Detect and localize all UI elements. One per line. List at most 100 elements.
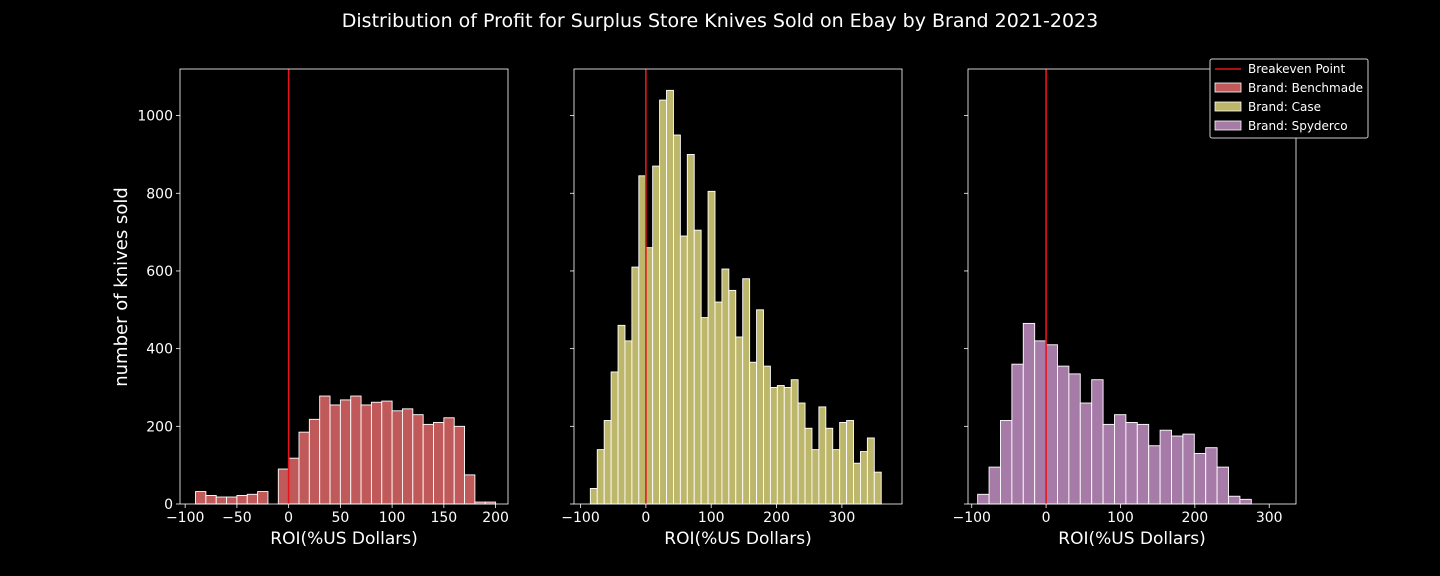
- histogram-bar: [370, 401, 383, 505]
- histogram-bar: [859, 451, 868, 505]
- histogram-bar: [1216, 466, 1229, 505]
- x-tick-label: 200: [763, 510, 790, 526]
- histogram-bar: [631, 266, 640, 505]
- histogram-bar: [666, 89, 674, 505]
- histogram-bar: [433, 421, 445, 505]
- legend-label: Brand: Benchmade: [1248, 81, 1363, 95]
- histogram-bar: [402, 408, 414, 505]
- x-tick-label: 100: [379, 510, 406, 526]
- histogram-bar: [1091, 379, 1104, 505]
- histogram-bar: [596, 449, 605, 505]
- histogram-bar: [735, 336, 744, 505]
- histogram-bar: [308, 418, 321, 505]
- histogram-bar: [714, 301, 723, 505]
- histogram-bar: [790, 379, 799, 505]
- y-axis-label: number of knives sold: [111, 187, 132, 387]
- histogram-bar: [797, 402, 806, 505]
- histogram-bar: [1171, 435, 1184, 505]
- x-tick-label: 200: [1181, 510, 1208, 526]
- histogram-bar: [443, 417, 455, 505]
- histogram-bar: [350, 395, 362, 505]
- histogram-bar: [236, 495, 248, 505]
- histogram-bar: [763, 365, 771, 505]
- x-tick-label: 300: [829, 510, 856, 526]
- histogram-bar: [707, 190, 716, 505]
- x-tick-label: 0: [284, 510, 293, 526]
- histogram-bar: [257, 491, 269, 505]
- y-tick-label: 600: [146, 264, 173, 280]
- histogram-bar: [391, 410, 403, 505]
- histogram-bar: [1182, 433, 1195, 505]
- legend: Breakeven Point Brand: Benchmade Brand: …: [1209, 58, 1369, 139]
- histogram-bar: [1045, 344, 1058, 505]
- axes-frame: [179, 68, 509, 505]
- histogram-bar: [673, 134, 681, 505]
- y-tick-label: 400: [146, 342, 173, 358]
- histogram-bar: [811, 449, 820, 505]
- histogram-bar: [1000, 420, 1013, 505]
- legend-label: Brand: Spyderco: [1248, 119, 1348, 133]
- histogram-bar: [246, 493, 259, 505]
- histogram-bar: [721, 268, 730, 505]
- histogram-bar: [638, 175, 647, 505]
- x-tick-label: −100: [952, 510, 990, 526]
- legend-item-spyderco: Brand: Spyderco: [1214, 119, 1348, 133]
- histogram-bar: [645, 247, 654, 505]
- x-tick-label: −100: [166, 510, 204, 526]
- histogram-bar: [1034, 340, 1047, 505]
- histogram-bar: [659, 99, 667, 505]
- histogram-bar: [617, 324, 626, 505]
- histogram-bar: [277, 468, 290, 505]
- x-tick-label: −100: [561, 510, 599, 526]
- histogram-bar: [329, 404, 341, 505]
- axes-frame: [573, 68, 903, 505]
- panel-benchmade: −100 −50 0 50 100 150 200 0 200 400 600 800 1000 ROI(…: [137, 68, 509, 549]
- histogram-bar: [1205, 447, 1218, 505]
- histogram-bar: [988, 466, 1001, 505]
- y-tick-label: 1000: [137, 109, 173, 125]
- histogram-bar: [205, 495, 217, 505]
- histogram-bar: [381, 400, 393, 505]
- histogram-bar: [769, 387, 778, 505]
- x-axis-label: ROI(%US Dollars): [270, 529, 417, 549]
- histogram-bar: [756, 309, 764, 505]
- histogram-bar: [1125, 421, 1138, 505]
- histogram-bar: [742, 278, 751, 505]
- x-tick-label: 100: [698, 510, 725, 526]
- histogram-bar: [866, 437, 875, 505]
- histogram-bar: [832, 449, 841, 505]
- histogram-bar: [1239, 498, 1252, 505]
- histogram-bar: [686, 153, 695, 505]
- histogram-bar: [749, 361, 758, 505]
- histogram-bar: [215, 496, 228, 505]
- legend-spyderco-swatch: [1214, 120, 1242, 131]
- histogram-bar: [610, 371, 619, 505]
- y-tick-label: 200: [146, 419, 173, 435]
- histogram-bar: [453, 425, 466, 505]
- histogram-bar: [1057, 365, 1070, 505]
- histogram-bar: [853, 462, 861, 505]
- panel-case: −100 0 100 200 300 ROI(%US Dollars): [561, 68, 903, 549]
- legend-frame: [1209, 58, 1369, 139]
- legend-item-case: Brand: Case: [1214, 100, 1321, 114]
- histogram-bar: [360, 404, 372, 505]
- histogram-bar: [589, 488, 598, 505]
- histogram-bar: [1228, 495, 1241, 505]
- histogram-bar: [693, 229, 702, 505]
- x-tick-label: 100: [1107, 510, 1134, 526]
- axes-frame: [967, 68, 1297, 505]
- x-tick-label: 50: [331, 510, 349, 526]
- histogram-bar: [1079, 402, 1093, 505]
- histogram-bar: [1159, 429, 1172, 505]
- legend-label: Brand: Case: [1248, 100, 1321, 114]
- histogram-bar: [1114, 414, 1127, 505]
- histogram-bar: [700, 317, 709, 505]
- histogram-bar: [422, 423, 434, 505]
- histogram-bar: [288, 457, 300, 505]
- x-tick-label: 200: [482, 510, 509, 526]
- histogram-bar: [839, 421, 848, 505]
- y-tick-label: 800: [146, 186, 173, 202]
- x-tick-label: 150: [430, 510, 457, 526]
- histogram-bar: [804, 427, 813, 505]
